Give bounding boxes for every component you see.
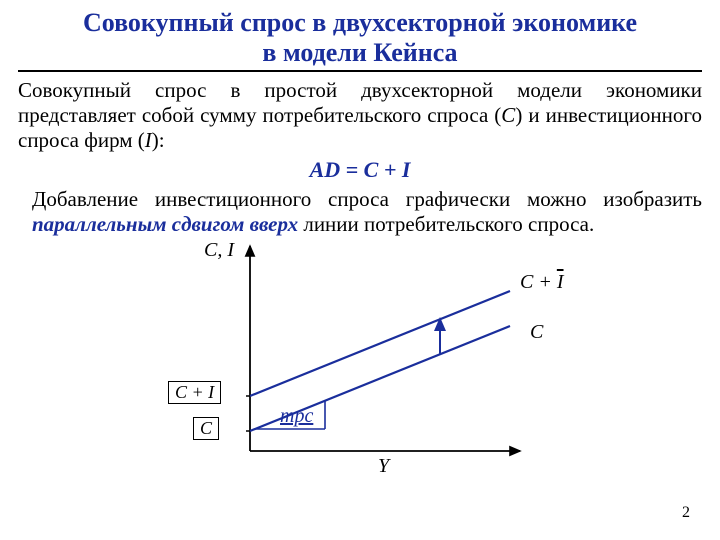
y-axis-label: C, I xyxy=(204,239,234,262)
paragraph-2: Добавление инвестиционного спроса графич… xyxy=(18,187,702,237)
p1-C: С xyxy=(501,103,515,127)
lower-line-label: C xyxy=(530,321,543,344)
title-line-2: в модели Кейнса xyxy=(18,38,702,68)
p2-post: линии потребительского спроса. xyxy=(298,212,594,236)
title-line-1: Совокупный спрос в двухсекторной экономи… xyxy=(18,8,702,38)
p1-t4: ): xyxy=(152,128,165,152)
page-number: 2 xyxy=(682,504,690,522)
p2-b1: параллельным xyxy=(32,212,167,236)
title-rule xyxy=(18,70,702,72)
x-axis-label: Y xyxy=(378,455,389,478)
mpc-label: mpc xyxy=(280,405,313,428)
paragraph-1: Совокупный спрос в простой двухсекторной… xyxy=(18,78,702,153)
p2-pre: Добавление инвестиционного спроса графич… xyxy=(32,187,702,211)
p1-I: I xyxy=(145,128,152,152)
box-lower: C xyxy=(193,417,219,440)
box-upper: C + I xyxy=(168,381,221,404)
formula-ad: AD = C + I xyxy=(18,157,702,183)
p2-b2: сдвигом xyxy=(172,212,245,236)
p2-b3: вверх xyxy=(250,212,298,236)
upper-line-label: C + I xyxy=(520,271,564,294)
chart: C, I Y C + I C C + I C mpc xyxy=(110,241,610,481)
slide-title: Совокупный спрос в двухсекторной экономи… xyxy=(18,8,702,68)
